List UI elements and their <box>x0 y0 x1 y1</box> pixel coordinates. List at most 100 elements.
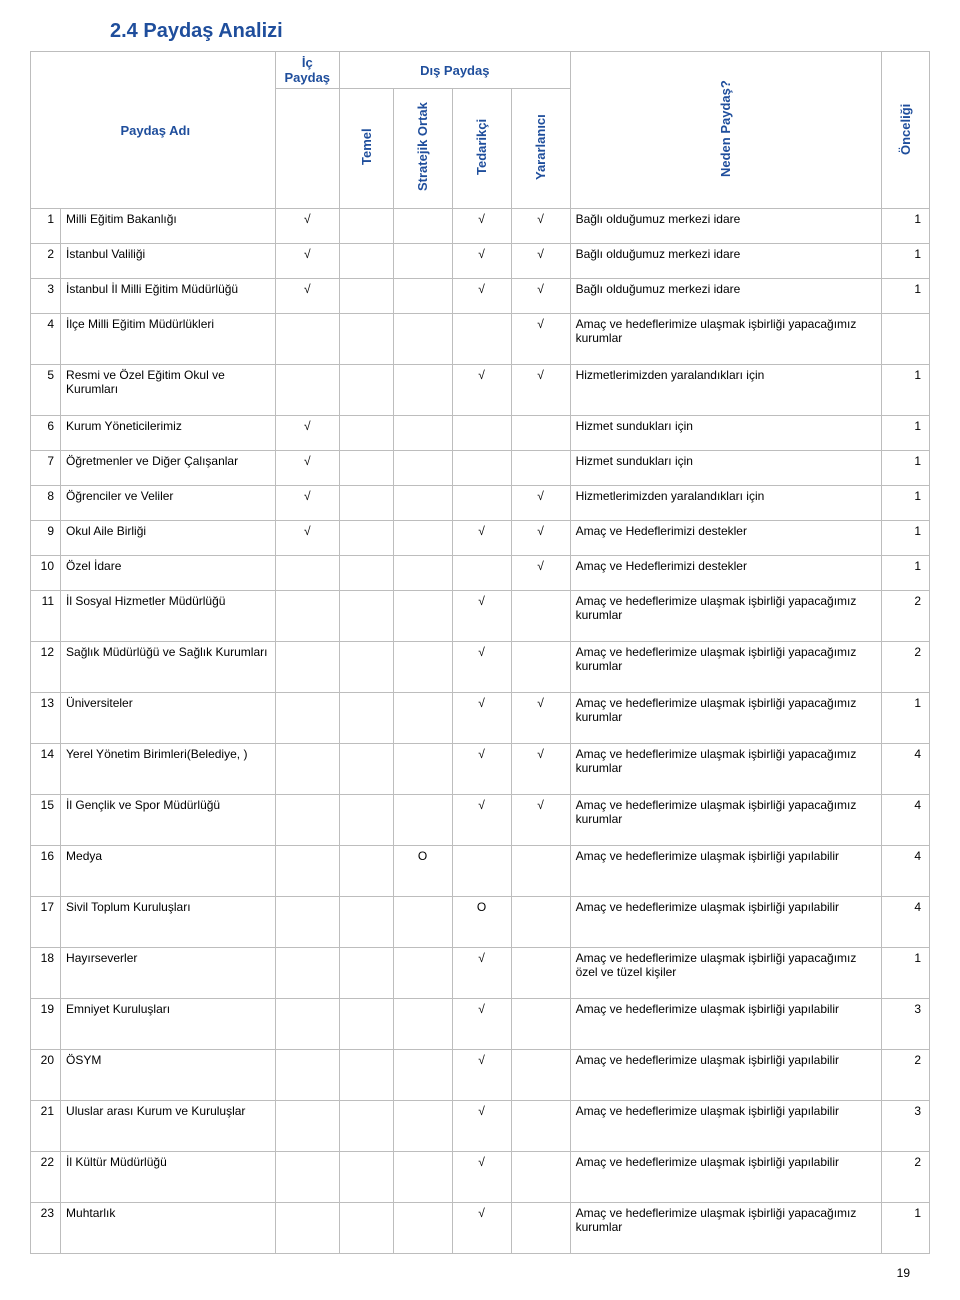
hdr-neden-paydas: Neden Paydaş? <box>570 52 881 209</box>
cell-temel <box>339 846 393 897</box>
cell-onceligi: 3 <box>881 999 929 1050</box>
cell-yararlanici: √ <box>511 279 570 314</box>
table-row: 5Resmi ve Özel Eğitim Okul ve Kurumları√… <box>31 365 930 416</box>
cell-tedarikci: √ <box>452 591 511 642</box>
cell-ic <box>275 693 339 744</box>
cell-ic <box>275 795 339 846</box>
table-row: 2İstanbul Valiliği√√√Bağlı olduğumuz mer… <box>31 244 930 279</box>
cell-tedarikci <box>452 416 511 451</box>
cell-stratejik <box>393 693 452 744</box>
cell-temel <box>339 314 393 365</box>
row-num: 12 <box>31 642 61 693</box>
cell-stratejik: O <box>393 846 452 897</box>
cell-onceligi: 1 <box>881 451 929 486</box>
cell-ic: √ <box>275 244 339 279</box>
cell-temel <box>339 416 393 451</box>
cell-neden: Bağlı olduğumuz merkezi idare <box>570 209 881 244</box>
cell-neden: Amaç ve hedeflerimize ulaşmak işbirliği … <box>570 897 881 948</box>
cell-stratejik <box>393 1101 452 1152</box>
cell-yararlanici: √ <box>511 365 570 416</box>
row-name: Öğrenciler ve Veliler <box>61 486 276 521</box>
cell-neden: Amaç ve hedeflerimize ulaşmak işbirliği … <box>570 1203 881 1254</box>
table-row: 18Hayırseverler√Amaç ve hedeflerimize ul… <box>31 948 930 999</box>
cell-tedarikci: √ <box>452 365 511 416</box>
cell-neden: Amaç ve hedeflerimize ulaşmak işbirliği … <box>570 999 881 1050</box>
cell-neden: Amaç ve hedeflerimize ulaşmak işbirliği … <box>570 1050 881 1101</box>
row-name: İstanbul Valiliği <box>61 244 276 279</box>
cell-stratejik <box>393 556 452 591</box>
cell-temel <box>339 591 393 642</box>
row-num: 13 <box>31 693 61 744</box>
cell-neden: Amaç ve hedeflerimize ulaşmak işbirliği … <box>570 642 881 693</box>
table-row: 1Milli Eğitim Bakanlığı√√√Bağlı olduğumu… <box>31 209 930 244</box>
cell-onceligi: 1 <box>881 556 929 591</box>
table-row: 20ÖSYM√Amaç ve hedeflerimize ulaşmak işb… <box>31 1050 930 1101</box>
cell-tedarikci: √ <box>452 744 511 795</box>
cell-temel <box>339 244 393 279</box>
cell-ic <box>275 556 339 591</box>
cell-temel <box>339 693 393 744</box>
hdr-onceligi: Önceliği <box>881 52 929 209</box>
cell-yararlanici: √ <box>511 244 570 279</box>
cell-yararlanici <box>511 416 570 451</box>
cell-onceligi: 4 <box>881 846 929 897</box>
cell-stratejik <box>393 365 452 416</box>
table-row: 8Öğrenciler ve Veliler√√Hizmetlerimizden… <box>31 486 930 521</box>
row-num: 20 <box>31 1050 61 1101</box>
table-row: 9Okul Aile Birliği√√√Amaç ve Hedeflerimi… <box>31 521 930 556</box>
cell-onceligi <box>881 314 929 365</box>
hdr-temel: Temel <box>339 89 393 209</box>
row-num: 16 <box>31 846 61 897</box>
cell-stratejik <box>393 244 452 279</box>
row-num: 7 <box>31 451 61 486</box>
cell-neden: Hizmet sundukları için <box>570 451 881 486</box>
cell-yararlanici: √ <box>511 209 570 244</box>
cell-ic: √ <box>275 279 339 314</box>
cell-yararlanici <box>511 897 570 948</box>
row-num: 5 <box>31 365 61 416</box>
cell-ic <box>275 314 339 365</box>
cell-neden: Amaç ve hedeflerimize ulaşmak işbirliği … <box>570 1101 881 1152</box>
cell-yararlanici <box>511 948 570 999</box>
row-name: ÖSYM <box>61 1050 276 1101</box>
hdr-stratejik: Stratejik Ortak <box>393 89 452 209</box>
cell-temel <box>339 897 393 948</box>
cell-yararlanici <box>511 1050 570 1101</box>
cell-neden: Amaç ve hedeflerimize ulaşmak işbirliği … <box>570 744 881 795</box>
row-num: 4 <box>31 314 61 365</box>
cell-tedarikci: √ <box>452 948 511 999</box>
row-num: 10 <box>31 556 61 591</box>
cell-temel <box>339 279 393 314</box>
table-row: 13Üniversiteler√√Amaç ve hedeflerimize u… <box>31 693 930 744</box>
cell-neden: Amaç ve Hedeflerimizi destekler <box>570 521 881 556</box>
cell-yararlanici: √ <box>511 521 570 556</box>
cell-temel <box>339 486 393 521</box>
cell-neden: Amaç ve hedeflerimize ulaşmak işbirliği … <box>570 591 881 642</box>
page-number: 19 <box>30 1254 930 1280</box>
cell-neden: Amaç ve hedeflerimize ulaşmak işbirliği … <box>570 948 881 999</box>
cell-stratejik <box>393 642 452 693</box>
cell-onceligi: 1 <box>881 279 929 314</box>
table-row: 3İstanbul İl Milli Eğitim Müdürlüğü√√√Ba… <box>31 279 930 314</box>
cell-ic <box>275 365 339 416</box>
cell-ic <box>275 1101 339 1152</box>
row-name: İstanbul İl Milli Eğitim Müdürlüğü <box>61 279 276 314</box>
row-num: 6 <box>31 416 61 451</box>
cell-onceligi: 1 <box>881 244 929 279</box>
cell-onceligi: 4 <box>881 897 929 948</box>
cell-yararlanici <box>511 999 570 1050</box>
cell-yararlanici <box>511 846 570 897</box>
row-name: Okul Aile Birliği <box>61 521 276 556</box>
cell-onceligi: 1 <box>881 365 929 416</box>
cell-tedarikci: √ <box>452 1152 511 1203</box>
row-num: 18 <box>31 948 61 999</box>
cell-tedarikci <box>452 556 511 591</box>
cell-onceligi: 1 <box>881 948 929 999</box>
table-row: 19Emniyet Kuruluşları√Amaç ve hedeflerim… <box>31 999 930 1050</box>
table-row: 6Kurum Yöneticilerimiz√Hizmet sundukları… <box>31 416 930 451</box>
row-num: 14 <box>31 744 61 795</box>
cell-stratejik <box>393 209 452 244</box>
cell-neden: Bağlı olduğumuz merkezi idare <box>570 244 881 279</box>
cell-temel <box>339 556 393 591</box>
cell-ic <box>275 846 339 897</box>
